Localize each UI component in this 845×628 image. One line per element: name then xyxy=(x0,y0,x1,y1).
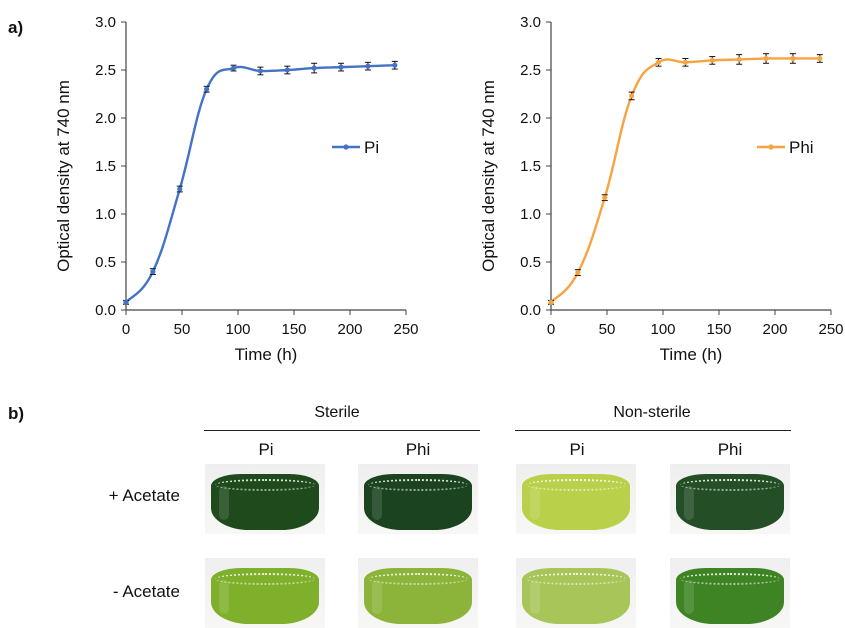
data-point xyxy=(257,68,263,74)
foam-rim xyxy=(680,573,780,585)
x-tick-label: 50 xyxy=(599,321,616,338)
data-point xyxy=(736,56,742,63)
legend-swatch-marker xyxy=(768,144,774,150)
flask-photo xyxy=(358,558,478,628)
y-tick-label: 0.0 xyxy=(520,302,541,319)
flask-photo xyxy=(205,558,325,628)
y-axis-title: Optical density at 740 nm xyxy=(479,80,498,272)
y-tick-label: 2.0 xyxy=(520,110,541,127)
series-line xyxy=(125,64,395,304)
y-tick-label: 1.0 xyxy=(520,206,541,223)
column-title: Pi xyxy=(258,440,274,459)
x-tick-label: 100 xyxy=(225,321,250,338)
y-tick-label: 0.5 xyxy=(520,254,541,271)
flask-photo xyxy=(670,558,790,628)
y-axis-title: Optical density at 740 nm xyxy=(54,80,73,272)
x-tick-label: 250 xyxy=(818,321,843,338)
group-divider-sterile xyxy=(204,430,480,431)
data-point xyxy=(230,65,237,71)
x-tick-label: 100 xyxy=(650,321,675,338)
legend-label: Pi xyxy=(364,138,379,157)
x-tick-label: 200 xyxy=(762,321,787,338)
data-point xyxy=(177,186,183,192)
y-tick-label: 1.5 xyxy=(520,158,541,175)
glass-highlight xyxy=(684,580,694,614)
y-tick-label: 1.5 xyxy=(95,158,116,175)
x-tick-label: 0 xyxy=(547,321,555,338)
x-tick-label: 50 xyxy=(174,321,191,338)
panel-label-a: a) xyxy=(8,18,24,37)
glass-highlight xyxy=(372,580,382,614)
data-point xyxy=(365,63,371,69)
data-point xyxy=(548,299,554,305)
glass-highlight xyxy=(530,580,540,614)
data-point xyxy=(763,55,769,62)
column-title: Pi xyxy=(569,440,585,459)
data-point xyxy=(150,269,156,275)
data-point xyxy=(311,65,317,71)
flask-photo xyxy=(205,464,325,534)
foam-rim xyxy=(215,479,315,491)
foam-rim xyxy=(680,479,780,491)
growth-chart-pi: 0.0 0.5 1.0 1.5 2.0 2.5 3.0 0 50 100 150 200 250 Time… xyxy=(54,14,419,364)
row-title: + Acetate xyxy=(108,486,180,505)
flask-photo xyxy=(516,558,636,628)
data-point xyxy=(817,55,823,62)
glass-highlight xyxy=(372,486,382,520)
data-point xyxy=(575,269,581,276)
foam-rim xyxy=(526,479,626,491)
foam-rim xyxy=(526,573,626,585)
glass-highlight xyxy=(219,580,229,614)
x-axis-title: Time (h) xyxy=(660,345,723,364)
glass-highlight xyxy=(684,486,694,520)
foam-rim xyxy=(215,573,315,585)
y-tick-label: 2.0 xyxy=(95,110,116,127)
glass-highlight xyxy=(219,486,229,520)
panel-label-b: b) xyxy=(8,404,25,423)
group-title-sterile: Sterile xyxy=(314,404,360,421)
foam-rim xyxy=(368,479,468,491)
flask-photo xyxy=(358,464,478,534)
y-tick-label: 2.5 xyxy=(520,62,541,79)
y-tick-label: 1.0 xyxy=(95,206,116,223)
row-title: - Acetate xyxy=(112,582,180,601)
x-tick-label: 150 xyxy=(281,321,306,338)
data-point xyxy=(392,62,398,68)
x-tick-label: 200 xyxy=(337,321,362,338)
data-point xyxy=(655,59,662,65)
data-point xyxy=(629,93,635,99)
data-point xyxy=(709,57,715,64)
y-tick-label: 0.5 xyxy=(95,254,116,271)
data-point xyxy=(284,67,290,73)
flask-photo xyxy=(516,464,636,534)
y-tick-label: 0.0 xyxy=(95,302,116,319)
y-tick-label: 2.5 xyxy=(95,62,116,79)
data-point xyxy=(790,55,796,62)
y-tick-label: 3.0 xyxy=(520,14,541,31)
x-tick-label: 0 xyxy=(122,321,130,338)
foam-rim xyxy=(368,573,468,585)
x-tick-label: 250 xyxy=(393,321,418,338)
data-point xyxy=(204,86,210,92)
data-point xyxy=(123,299,129,305)
x-axis-title: Time (h) xyxy=(235,345,298,364)
y-tick-label: 3.0 xyxy=(95,14,116,31)
x-tick-label: 150 xyxy=(706,321,731,338)
growth-chart-phi: 0.0 0.5 1.0 1.5 2.0 2.5 3.0 0 50 100 150 200 250 Time… xyxy=(479,14,844,364)
data-point xyxy=(338,64,344,70)
series-line xyxy=(550,57,820,304)
flask-photo xyxy=(670,464,790,534)
glass-highlight xyxy=(530,486,540,520)
legend-swatch-marker xyxy=(343,144,349,150)
group-divider-non-sterile xyxy=(515,430,791,431)
data-point xyxy=(682,59,688,65)
data-point xyxy=(602,195,608,201)
column-title: Phi xyxy=(405,440,431,459)
group-title-non-sterile: Non-sterile xyxy=(613,404,691,421)
column-title: Phi xyxy=(717,440,743,459)
legend-label: Phi xyxy=(789,138,814,157)
